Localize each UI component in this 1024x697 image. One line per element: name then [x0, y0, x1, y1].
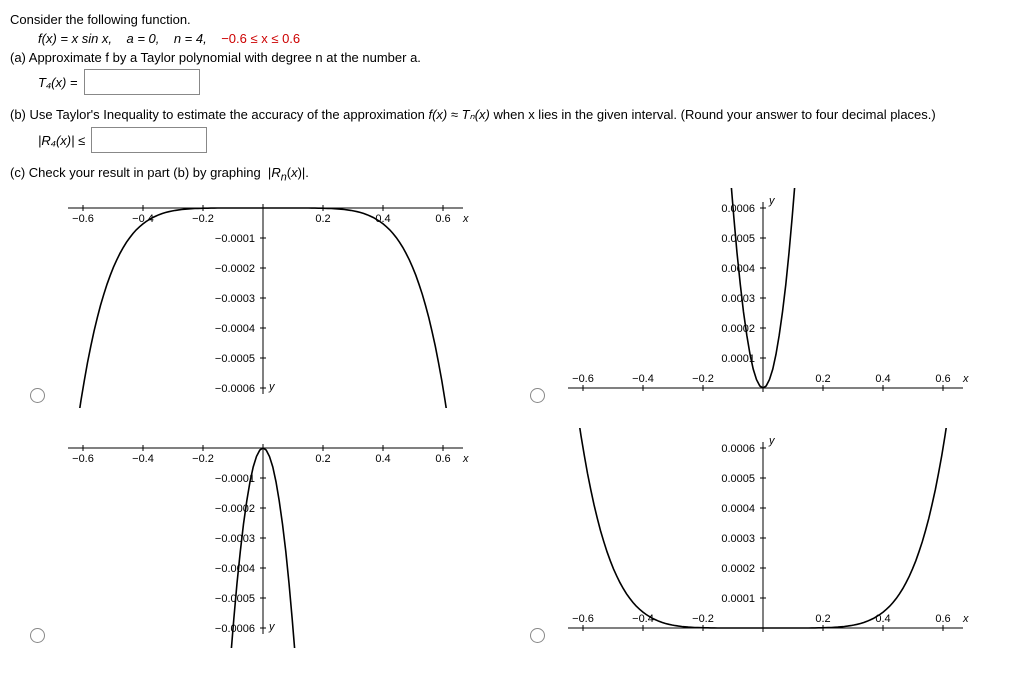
svg-text:x: x: [962, 373, 969, 385]
graph-choice-grid: y −0.6 −0.4 −0.2 0.2 0.4 0.6 x −0.0001 −0.0002 −0.…: [30, 188, 1014, 658]
t4-lhs: T₄(x) =: [38, 75, 78, 90]
svg-text:0.0005: 0.0005: [721, 233, 755, 245]
fx-expr: f(x) = x sin x,: [38, 31, 112, 46]
svg-text:0.6: 0.6: [435, 213, 450, 225]
svg-text:−0.6: −0.6: [572, 613, 594, 625]
choice-A[interactable]: y−0.6−0.4−0.20.20.40.6x−0.0001−0.0002−0.…: [30, 188, 490, 418]
t4-answer-input[interactable]: [84, 69, 200, 95]
svg-text:0.0005: 0.0005: [721, 473, 755, 485]
graph-A: y−0.6−0.4−0.20.20.40.6x−0.0001−0.0002−0.…: [53, 188, 473, 408]
part-b-suffix: when x lies in the given interval. (Roun…: [494, 107, 936, 122]
function-definition: f(x) = x sin x, a = 0, n = 4, −0.6 ≤ x ≤…: [38, 31, 1014, 46]
r4-answer-input[interactable]: [91, 127, 207, 153]
svg-text:−0.4: −0.4: [632, 613, 654, 625]
svg-text:0.0002: 0.0002: [721, 563, 755, 575]
svg-text:−0.4: −0.4: [632, 373, 654, 385]
radio-C[interactable]: [30, 628, 45, 643]
part-b-prompt: (b) Use Taylor's Inequality to estimate …: [10, 107, 1014, 123]
part-c-prompt: (c) Check your result in part (b) by gra…: [10, 165, 1014, 184]
svg-text:−0.0003: −0.0003: [215, 533, 255, 545]
choice-D[interactable]: y −0.6 −0.4 −0.2 0.2 0.4 0.6 x 0.0001 0.0002 0.000…: [530, 428, 990, 658]
svg-text:0.0004: 0.0004: [721, 503, 755, 515]
svg-text:−0.4: −0.4: [132, 453, 154, 465]
svg-text:−0.0002: −0.0002: [215, 263, 255, 275]
svg-text:0.0003: 0.0003: [721, 293, 755, 305]
svg-text:0.2: 0.2: [315, 213, 330, 225]
svg-text:0.4: 0.4: [375, 453, 390, 465]
svg-text:−0.0004: −0.0004: [215, 563, 255, 575]
svg-text:−0.2: −0.2: [692, 373, 714, 385]
svg-text:0.0002: 0.0002: [721, 323, 755, 335]
svg-text:0.0003: 0.0003: [721, 533, 755, 545]
svg-text:0.4: 0.4: [875, 613, 890, 625]
svg-text:0.0006: 0.0006: [721, 443, 755, 455]
r4-lhs: |R₄(x)| ≤: [38, 133, 85, 148]
svg-text:0.2: 0.2: [815, 613, 830, 625]
svg-text:0.6: 0.6: [935, 373, 950, 385]
n-expr: n = 4,: [174, 31, 207, 46]
svg-text:y: y: [768, 435, 776, 447]
svg-text:x: x: [962, 613, 969, 625]
svg-text:0.0006: 0.0006: [721, 203, 755, 215]
part-a-prompt: (a) Approximate f by a Taylor polynomial…: [10, 50, 1014, 65]
svg-text:0.4: 0.4: [875, 373, 890, 385]
part-b-prefix: (b) Use Taylor's Inequality to estimate …: [10, 107, 428, 122]
svg-text:−0.0006: −0.0006: [215, 383, 255, 395]
svg-text:−0.2: −0.2: [692, 613, 714, 625]
graph-B: y−0.6−0.4−0.20.20.40.6x0.00010.00020.000…: [553, 188, 973, 408]
svg-text:x: x: [462, 213, 469, 225]
svg-text:−0.0004: −0.0004: [215, 323, 255, 335]
svg-text:−0.0001: −0.0001: [215, 233, 255, 245]
svg-text:0.6: 0.6: [435, 453, 450, 465]
svg-text:0.6: 0.6: [935, 613, 950, 625]
choice-C[interactable]: y−0.6−0.4−0.20.20.40.6x−0.0001−0.0002−0.…: [30, 428, 490, 658]
graph-D: y −0.6 −0.4 −0.2 0.2 0.4 0.6 x 0.0001 0.0002 0.000…: [553, 428, 973, 648]
svg-text:x: x: [462, 453, 469, 465]
svg-text:−0.6: −0.6: [72, 213, 94, 225]
radio-A[interactable]: [30, 388, 45, 403]
interval-expr: −0.6 ≤ x ≤ 0.6: [221, 31, 300, 46]
svg-text:−0.0002: −0.0002: [215, 503, 255, 515]
svg-text:y: y: [268, 621, 276, 633]
svg-text:−0.6: −0.6: [572, 373, 594, 385]
radio-D[interactable]: [530, 628, 545, 643]
svg-text:0.2: 0.2: [815, 373, 830, 385]
svg-text:y: y: [268, 381, 276, 393]
svg-text:−0.0006: −0.0006: [215, 623, 255, 635]
a-expr: a = 0,: [127, 31, 160, 46]
radio-B[interactable]: [530, 388, 545, 403]
svg-text:−0.0005: −0.0005: [215, 353, 255, 365]
svg-text:−0.6: −0.6: [72, 453, 94, 465]
svg-text:−0.2: −0.2: [192, 453, 214, 465]
svg-text:y: y: [768, 195, 776, 207]
graph-C: y−0.6−0.4−0.20.20.40.6x−0.0001−0.0002−0.…: [53, 428, 473, 648]
svg-text:−0.0003: −0.0003: [215, 293, 255, 305]
intro-text: Consider the following function.: [10, 12, 1014, 27]
part-b-approx: f(x) ≈ Tₙ(x): [428, 107, 489, 122]
choice-B[interactable]: y−0.6−0.4−0.20.20.40.6x0.00010.00020.000…: [530, 188, 990, 418]
svg-text:−0.2: −0.2: [192, 213, 214, 225]
svg-text:0.0001: 0.0001: [721, 593, 755, 605]
svg-text:0.2: 0.2: [315, 453, 330, 465]
